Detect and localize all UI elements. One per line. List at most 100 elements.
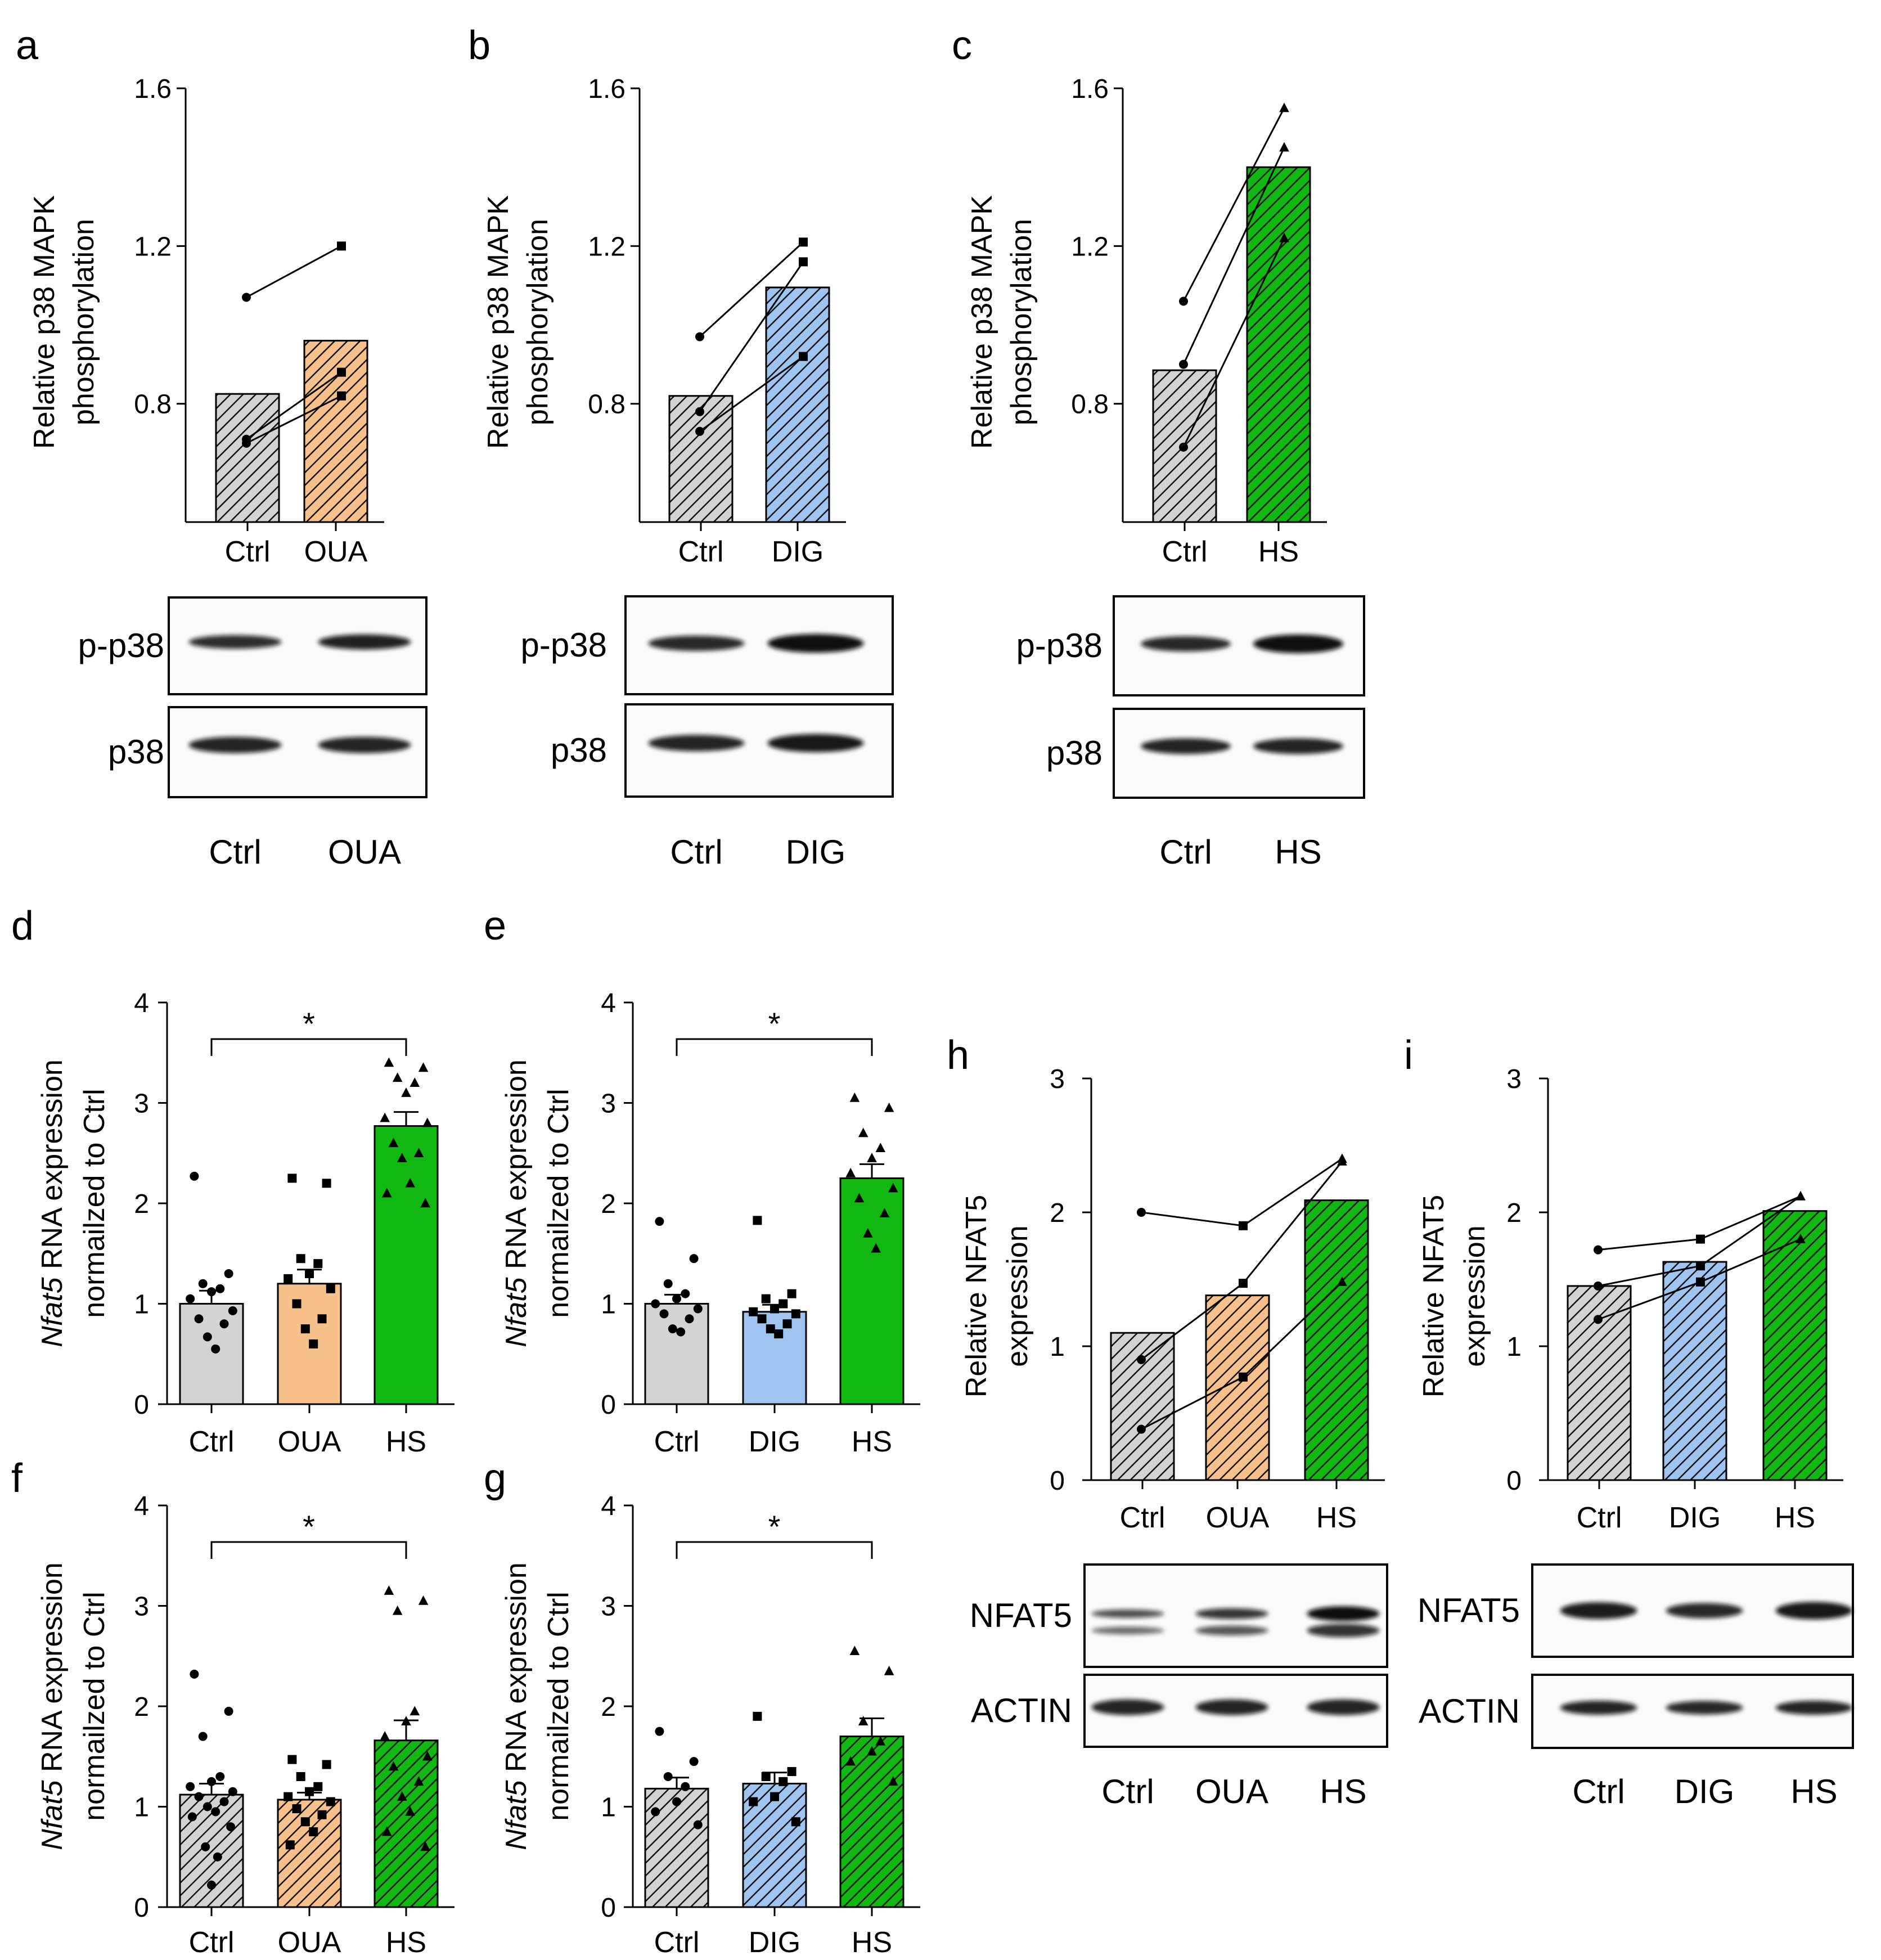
paired-point	[1279, 142, 1289, 152]
y-tick-label: 0	[601, 1390, 616, 1420]
blot-row-label: ACTIN	[1419, 1692, 1520, 1730]
category-label-dig: DIG	[749, 1926, 800, 1959]
paired-point	[799, 352, 808, 361]
y-axis-label: Nfat5 RNA expression	[36, 1562, 69, 1850]
data-point	[292, 1804, 302, 1814]
blot-lane-label: HS	[1790, 1773, 1837, 1810]
y-tick-label: 1.2	[134, 232, 172, 262]
data-point	[211, 1807, 220, 1817]
significance-star: *	[303, 1006, 315, 1041]
data-point	[285, 1840, 295, 1850]
blot-lane-label: Ctrl	[209, 833, 261, 871]
blot-lane-label: OUA	[1195, 1773, 1268, 1810]
data-point	[317, 1314, 327, 1324]
y-axis-label: Nfat5 RNA expression	[500, 1059, 533, 1347]
data-point	[422, 1117, 433, 1127]
y-tick-label: 2	[1050, 1198, 1065, 1228]
paired-line	[246, 395, 342, 444]
data-point	[186, 1294, 195, 1303]
paired-point	[1594, 1281, 1603, 1291]
y-axis-label-rest: RNA expression	[500, 1562, 533, 1780]
data-point	[296, 1772, 305, 1781]
paired-point	[1594, 1245, 1603, 1255]
y-axis-label-rest: RNA expression	[36, 1562, 69, 1780]
data-point	[778, 1777, 788, 1786]
data-point	[194, 1314, 204, 1324]
y-axis-label-line2: phosphorylation	[1005, 219, 1038, 425]
paired-point	[695, 332, 704, 341]
blot-frame	[1113, 708, 1365, 799]
data-point	[410, 1077, 420, 1087]
data-point	[202, 1332, 212, 1342]
bar-ctrl	[215, 393, 280, 523]
category-label-ctrl: Ctrl	[189, 1926, 235, 1959]
blot-band	[1560, 1602, 1637, 1619]
data-point	[384, 1585, 394, 1595]
panel-letter-h: h	[947, 1033, 969, 1078]
data-point	[397, 1791, 407, 1801]
y-tick-label: 1.2	[588, 232, 626, 262]
blot-band	[1140, 636, 1231, 651]
y-axis-label-gene: Nfat5	[36, 1779, 69, 1850]
y-tick-label: 0	[1506, 1466, 1522, 1496]
y-tick-label: 3	[1050, 1064, 1065, 1094]
data-point	[305, 1269, 314, 1278]
blot-band	[1091, 1609, 1164, 1618]
data-point	[787, 1767, 796, 1777]
blot-band	[1195, 1625, 1268, 1636]
data-point	[770, 1792, 779, 1801]
y-axis-label: Relative NFAT5	[960, 1195, 993, 1397]
category-label-hs: HS	[386, 1926, 426, 1959]
data-point	[757, 1314, 767, 1324]
data-point	[672, 1294, 681, 1303]
paired-point	[242, 293, 251, 302]
y-tick-label: 2	[134, 1189, 149, 1219]
blot-band	[1307, 1699, 1380, 1715]
data-point	[194, 1792, 204, 1801]
data-point	[380, 1730, 390, 1741]
data-point	[317, 1810, 327, 1819]
category-label-hs: HS	[852, 1926, 892, 1959]
data-point	[884, 1665, 894, 1675]
blot-lane-label: Ctrl	[1101, 1773, 1154, 1810]
y-tick-label: 4	[134, 988, 149, 1018]
data-point	[322, 1760, 331, 1769]
data-point	[405, 1806, 415, 1816]
paired-point	[1696, 1234, 1705, 1244]
data-point	[187, 1812, 197, 1822]
paired-point	[1239, 1372, 1248, 1382]
data-point	[420, 1841, 430, 1851]
blot-row-label: p-p38	[78, 627, 164, 664]
blot-band	[1195, 1608, 1268, 1619]
significance-bracket	[210, 1541, 407, 1559]
y-axis-label-rest: RNA expression	[500, 1059, 533, 1277]
category-label-ctrl: Ctrl	[654, 1926, 700, 1959]
data-point	[213, 1852, 222, 1862]
paired-line	[1182, 107, 1285, 302]
y-tick-label: 3	[134, 1592, 149, 1622]
data-point	[418, 1595, 429, 1605]
paired-point	[1279, 232, 1289, 242]
category-label-dig: DIG	[749, 1426, 800, 1458]
category-label-dig: DIG	[1669, 1502, 1721, 1534]
paired-point	[1137, 1208, 1146, 1217]
y-axis-label-gene: Nfat5	[36, 1276, 69, 1347]
panel-d: d 0 1 2 3 4 Ctrl OUA HS Nfat5 RNA expression norma…	[11, 903, 454, 1458]
y-axis-label: Nfat5 RNA expression	[36, 1059, 69, 1347]
data-point	[858, 1127, 868, 1138]
y-tick-label: 0	[1050, 1466, 1065, 1496]
y-tick-label: 1	[134, 1793, 149, 1823]
paired-point	[1696, 1277, 1705, 1287]
y-axis-label-line2: normailzed to Ctrl	[78, 1592, 111, 1820]
category-label-hs: HS	[1775, 1502, 1815, 1534]
data-point	[226, 1822, 236, 1832]
data-point	[787, 1289, 796, 1298]
data-point	[207, 1777, 216, 1786]
bar-oua	[303, 340, 368, 523]
data-point	[224, 1269, 233, 1278]
data-point	[791, 1817, 800, 1827]
panel-letter-f: f	[11, 1456, 23, 1501]
blot-band	[1775, 1701, 1853, 1715]
y-tick-label: 1.6	[134, 74, 172, 104]
bar-oua	[277, 1799, 342, 1908]
